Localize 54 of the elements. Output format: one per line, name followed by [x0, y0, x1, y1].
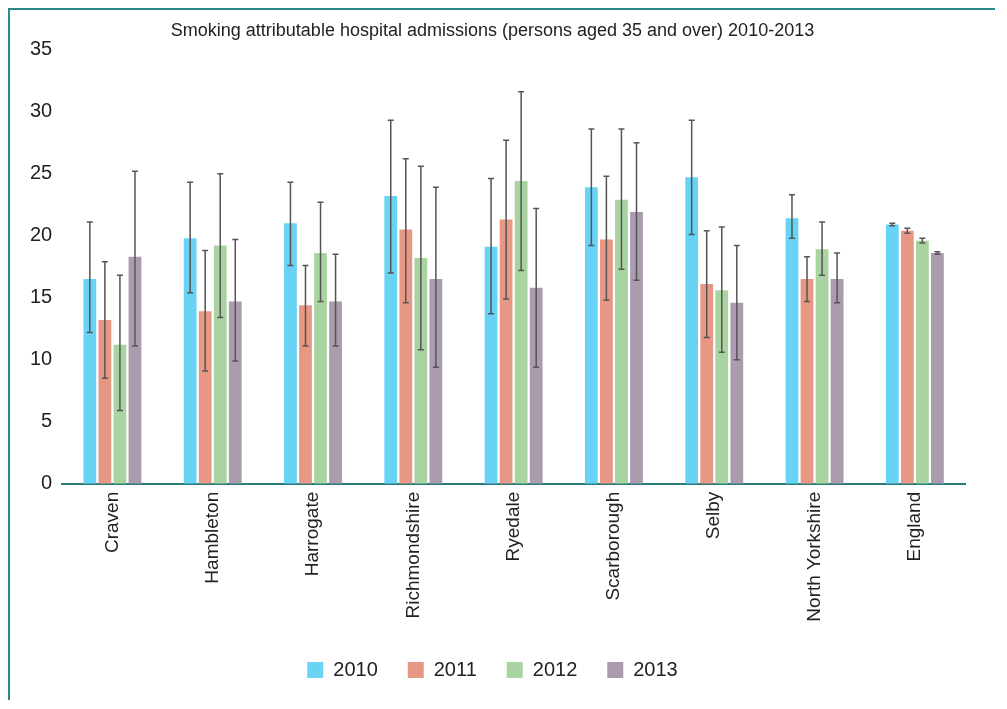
legend-label: 2012	[532, 657, 578, 680]
bar	[183, 238, 197, 484]
bar	[429, 279, 443, 484]
x-tick-label: North Yorkshire	[802, 491, 824, 622]
bar	[785, 218, 799, 484]
bar	[830, 279, 844, 484]
bar	[915, 240, 929, 484]
y-tick-label: 35	[30, 37, 53, 60]
bar	[529, 287, 543, 484]
bar	[615, 199, 628, 484]
y-tick-label: 15	[30, 285, 53, 308]
bar	[931, 253, 944, 484]
legend-label: 2010	[333, 657, 378, 680]
bar	[885, 224, 899, 484]
x-tick-label: Craven	[100, 491, 122, 554]
x-tick-label: Hambleton	[200, 491, 222, 584]
bar	[514, 181, 528, 484]
bar	[299, 305, 312, 484]
y-tick-label: 0	[41, 471, 53, 494]
bar	[98, 320, 112, 484]
bar	[700, 284, 714, 484]
bar	[685, 177, 699, 484]
bar	[900, 230, 914, 484]
legend-label: 2011	[433, 657, 477, 680]
y-tick-label: 10	[30, 347, 53, 370]
x-tick-label: Selby	[702, 491, 724, 540]
bar	[584, 187, 598, 484]
bar	[414, 258, 428, 484]
x-tick-label: Scarborough	[602, 491, 624, 601]
legend-label: 2013	[633, 657, 678, 680]
bar	[730, 302, 744, 484]
bar	[228, 301, 242, 484]
bar	[600, 239, 613, 484]
y-tick-label: 25	[30, 161, 53, 184]
bar	[198, 311, 212, 484]
x-tick-label: Harrogate	[301, 491, 323, 577]
y-tick-label: 30	[30, 99, 53, 122]
bar	[800, 279, 814, 484]
bar	[284, 223, 297, 484]
bar	[314, 253, 327, 484]
x-tick-label: Richmondshire	[401, 491, 423, 619]
x-tick-label: England	[903, 491, 925, 562]
bar	[83, 279, 97, 484]
bar	[399, 229, 413, 484]
bar	[329, 301, 342, 484]
x-tick-label: Ryedale	[501, 491, 523, 562]
y-tick-label: 20	[30, 223, 53, 246]
bar	[384, 195, 398, 484]
bar	[715, 290, 729, 484]
chart-title: Smoking attributable hospital admissions (persons aged 35 and over) 2010-2013	[170, 19, 815, 40]
y-tick-label: 5	[41, 409, 53, 432]
bar	[815, 249, 829, 484]
bar	[630, 212, 643, 484]
bar	[213, 245, 227, 484]
